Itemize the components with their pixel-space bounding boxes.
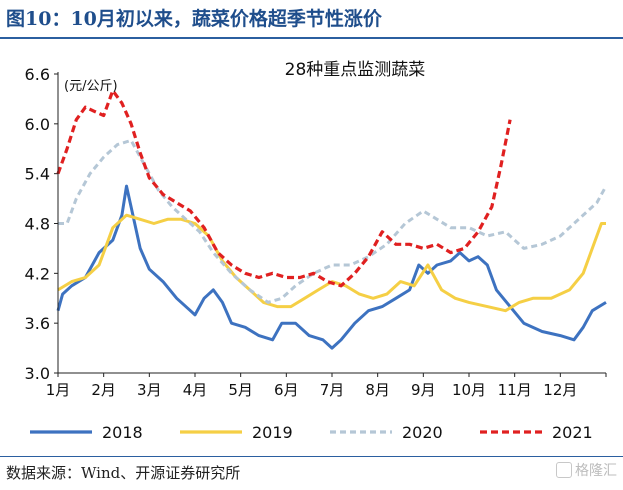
y-tick-label: 6.6 [25,65,50,84]
x-tick-label: 4月 [183,381,208,399]
watermark: 格隆汇 [556,460,617,480]
watermark-text: 格隆汇 [575,463,617,479]
bottom-rule [0,456,623,457]
title-rule [0,37,623,39]
y-unit-label: (元/公斤) [64,79,118,94]
y-tick-label: 4.8 [25,215,50,234]
x-tick-label: 8月 [365,381,390,399]
x-tick-label: 1月 [46,381,71,399]
series-line-2020 [58,138,608,304]
y-tick-label: 6.0 [25,115,50,134]
x-tick-label: 2月 [91,381,116,399]
series-line-2021 [56,89,512,288]
legend-label-2021: 2021 [552,423,593,442]
x-tick-label: 6月 [274,381,299,399]
y-tick-label: 5.4 [25,165,50,184]
legend-label-2018: 2018 [102,423,143,442]
legend-label-2020: 2020 [402,423,443,442]
y-tick-label: 3.6 [25,314,50,333]
watermark-logo-icon [556,462,572,478]
y-tick-label: 4.2 [25,264,50,283]
y-tick-label: 3.0 [25,364,50,383]
series-line-2019 [57,213,606,313]
x-tick-label: 9月 [411,381,436,399]
x-tick-label: 12月 [543,381,577,399]
x-tick-label: 5月 [228,381,253,399]
source-note: 数据来源：Wind、开源证券研究所 [6,464,241,482]
x-tick-label: 11月 [498,381,532,399]
chart-title: 28种重点监测蔬菜 [285,60,426,80]
x-tick-label: 3月 [137,381,162,399]
series-line-2018 [56,184,607,350]
chart: 28种重点监测蔬菜 (元/公斤) 6.6 6.0 5.4 4.8 4.2 3.6 3.0 1… [25,60,608,442]
figure-title: 图10：10月初以来，蔬菜价格超季节性涨价 [6,8,382,30]
x-tick-label: 10月 [452,381,486,399]
legend-label-2019: 2019 [252,423,293,442]
x-tick-label: 7月 [320,381,345,399]
